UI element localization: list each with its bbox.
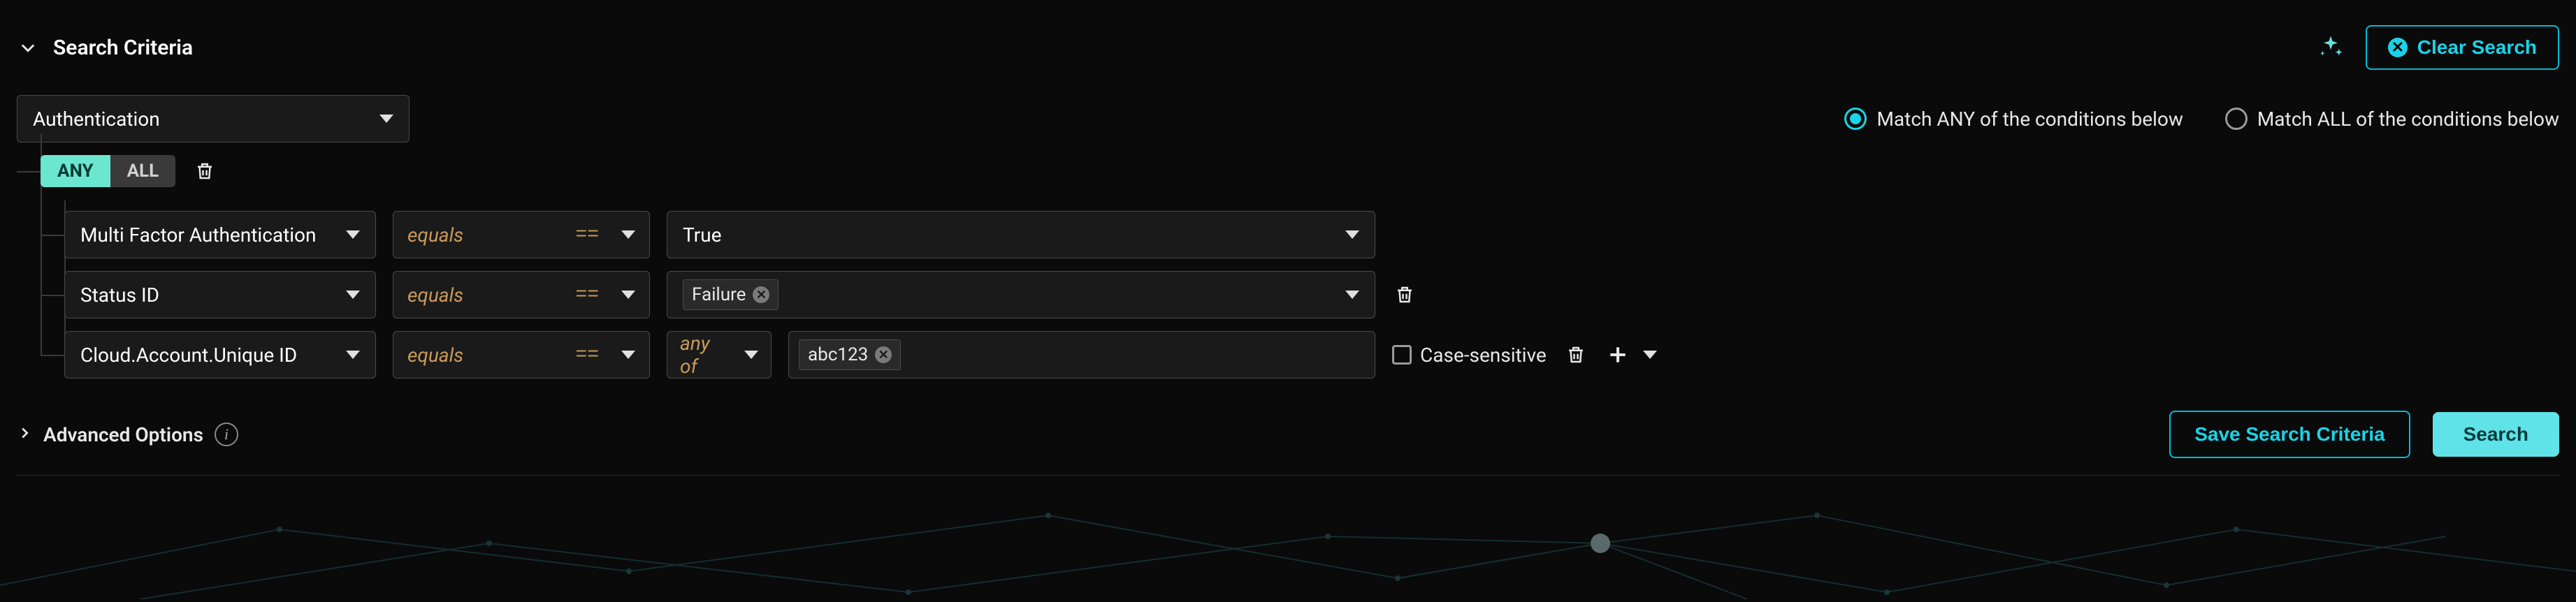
group-mode-toggle[interactable]: ANY ALL <box>41 155 175 187</box>
caret-down-icon <box>346 291 360 299</box>
attribute-value: Status ID <box>80 284 159 307</box>
chip-text: Failure <box>692 284 746 305</box>
caret-down-icon <box>621 351 635 359</box>
chip-remove-icon[interactable]: ✕ <box>753 286 769 303</box>
match-mode-group: Match ANY of the conditions below Match … <box>1844 108 2559 131</box>
caret-down-icon <box>621 230 635 239</box>
operator-select[interactable]: equals == <box>393 211 650 258</box>
anyof-select[interactable]: any of <box>667 331 772 379</box>
add-condition-button[interactable] <box>1605 342 1630 367</box>
chevron-right-icon <box>17 425 32 443</box>
event-type-select[interactable]: Authentication <box>17 95 410 142</box>
attribute-value: Multi Factor Authentication <box>80 223 317 247</box>
condition-row: Multi Factor Authentication equals == Tr… <box>64 211 2559 258</box>
footer-actions: Save Search Criteria Search <box>2169 411 2559 458</box>
footer-row: Advanced Options i Save Search Criteria … <box>17 411 2559 476</box>
caret-down-icon <box>346 351 360 359</box>
operator-label: equals <box>407 223 575 247</box>
info-icon[interactable]: i <box>215 423 238 446</box>
add-condition-menu-icon[interactable] <box>1643 351 1657 359</box>
clear-search-label: Clear Search <box>2417 36 2537 59</box>
attribute-select[interactable]: Status ID <box>64 271 376 318</box>
search-criteria-panel: Search Criteria ✕ Clear Search Authentic… <box>0 0 2576 476</box>
delete-group-button[interactable] <box>192 159 217 184</box>
value-select[interactable]: True <box>667 211 1375 258</box>
caret-down-icon <box>1345 291 1359 299</box>
match-any-label: Match ANY of the conditions below <box>1876 108 2183 131</box>
value-chip-input[interactable]: abc123 ✕ <box>788 331 1375 379</box>
attribute-select[interactable]: Cloud.Account.Unique ID <box>64 331 376 379</box>
header-left: Search Criteria <box>17 36 193 60</box>
header-right: ✕ Clear Search <box>2315 25 2559 70</box>
delete-condition-button[interactable] <box>1392 282 1417 307</box>
condition-row: Cloud.Account.Unique ID equals == any of… <box>64 331 2559 379</box>
operator-select[interactable]: equals == <box>393 271 650 318</box>
delete-condition-button[interactable] <box>1563 342 1589 367</box>
radio-circle-icon <box>1844 108 1867 130</box>
chevron-down-icon[interactable] <box>17 36 39 59</box>
clear-search-button[interactable]: ✕ Clear Search <box>2366 25 2559 70</box>
toggle-all[interactable]: ALL <box>110 155 176 187</box>
operator-symbol: == <box>575 284 599 306</box>
background-network-decoration <box>0 501 2576 599</box>
caret-down-icon <box>1345 230 1359 239</box>
chip-remove-icon[interactable]: ✕ <box>875 346 892 363</box>
attribute-select[interactable]: Multi Factor Authentication <box>64 211 376 258</box>
toggle-any[interactable]: ANY <box>41 155 110 187</box>
advanced-options-toggle[interactable]: Advanced Options i <box>17 423 238 446</box>
operator-label: equals <box>407 344 575 367</box>
operator-select[interactable]: equals == <box>393 331 650 379</box>
value-chip: abc123 ✕ <box>799 339 901 370</box>
operator-symbol: == <box>575 344 599 366</box>
save-search-criteria-button[interactable]: Save Search Criteria <box>2169 411 2410 458</box>
match-any-radio[interactable]: Match ANY of the conditions below <box>1844 108 2183 131</box>
caret-down-icon <box>346 230 360 239</box>
anyof-label: any of <box>680 332 732 378</box>
operator-label: equals <box>407 284 575 307</box>
value-text: True <box>683 223 721 247</box>
criteria-top-row: Authentication Match ANY of the conditio… <box>17 95 2559 142</box>
advanced-options-label: Advanced Options <box>43 423 203 446</box>
panel-title: Search Criteria <box>53 36 193 60</box>
condition-rows: Multi Factor Authentication equals == Tr… <box>64 211 2559 379</box>
radio-circle-icon <box>2225 108 2248 130</box>
event-type-value: Authentication <box>33 108 160 131</box>
caret-down-icon <box>621 291 635 299</box>
match-all-label: Match ALL of the conditions below <box>2257 108 2559 131</box>
value-chip-select[interactable]: Failure ✕ <box>667 271 1375 318</box>
chip-text: abc123 <box>808 344 868 365</box>
condition-tree: ANY ALL Multi Factor Authentication equa… <box>41 155 2559 379</box>
clear-x-icon: ✕ <box>2388 38 2408 57</box>
header-row: Search Criteria ✕ Clear Search <box>17 25 2559 70</box>
sparkle-ai-icon[interactable] <box>2315 32 2346 63</box>
condition-row: Status ID equals == Failure ✕ <box>64 271 2559 318</box>
value-chip: Failure ✕ <box>683 279 779 310</box>
case-sensitive-checkbox[interactable]: Case-sensitive <box>1392 344 1547 367</box>
caret-down-icon <box>744 351 758 359</box>
operator-symbol: == <box>575 224 599 246</box>
case-sensitive-label: Case-sensitive <box>1420 344 1547 367</box>
group-header: ANY ALL <box>41 155 2559 187</box>
caret-down-icon <box>379 115 393 123</box>
search-button[interactable]: Search <box>2433 412 2559 457</box>
checkbox-box-icon <box>1392 345 1412 365</box>
match-all-radio[interactable]: Match ALL of the conditions below <box>2225 108 2559 131</box>
attribute-value: Cloud.Account.Unique ID <box>80 344 297 367</box>
